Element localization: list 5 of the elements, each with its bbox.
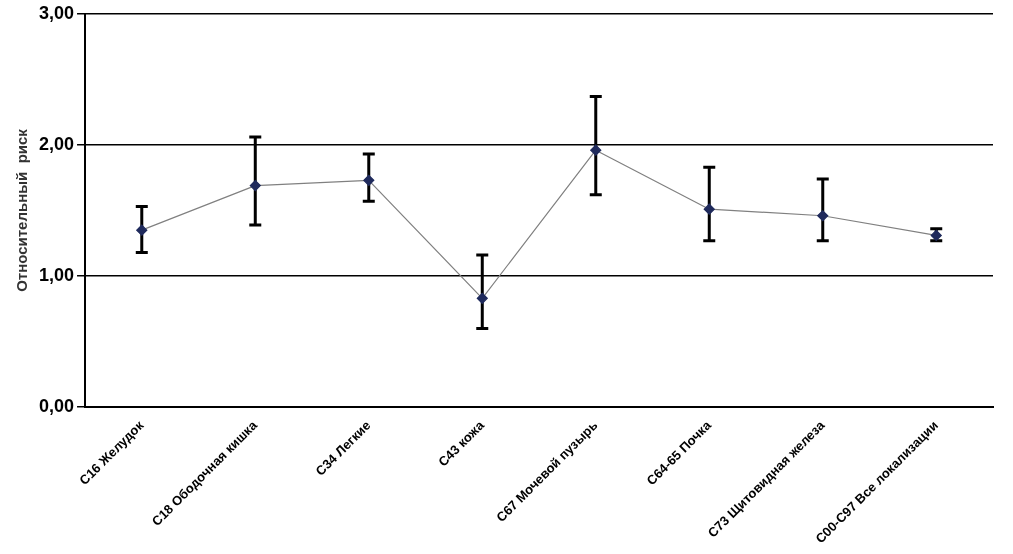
y-tick-label: 3,00 xyxy=(38,2,75,23)
y-tick-label: 0,00 xyxy=(38,396,75,417)
y-axis-title: Относительный риск xyxy=(13,128,31,292)
y-tick-label: 2,00 xyxy=(38,133,75,154)
y-tick-label: 1,00 xyxy=(38,265,75,286)
